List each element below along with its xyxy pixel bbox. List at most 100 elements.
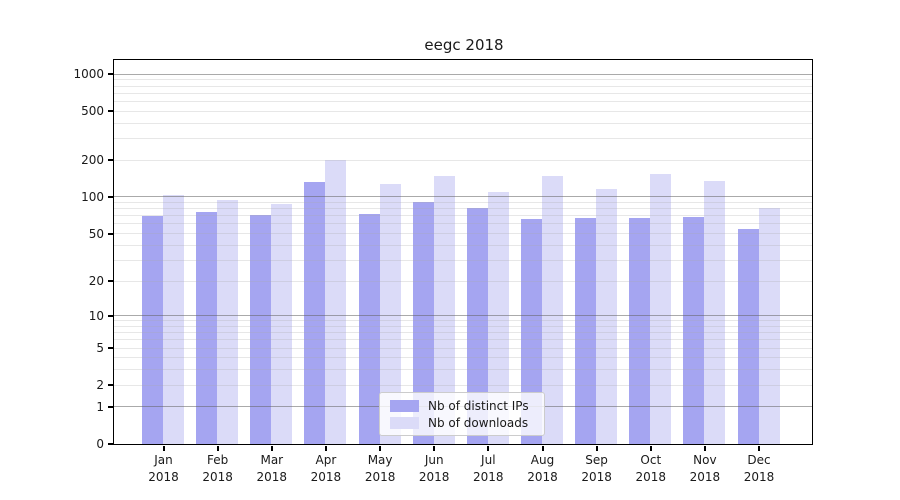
x-tick-label-jan: Jan 2018 [148,453,179,484]
gridline-minor [114,223,812,225]
y-tick-mark [108,110,114,113]
gridline-minor [114,369,812,371]
bar-downloads-apr [325,160,347,444]
gridline-minor [114,110,812,112]
bar-distinct-ips-may [358,213,380,444]
bar-distinct-ips-oct [629,217,651,444]
legend-label-downloads: Nb of downloads [428,415,529,430]
y-tick-label: 100 [81,189,104,204]
gridline-minor [114,85,812,87]
y-tick-mark [108,405,114,408]
bar-downloads-oct [650,173,672,444]
gridline-minor [114,159,812,161]
gridline-major [114,73,812,75]
gridline-minor [114,357,812,359]
x-tick-mark [324,446,327,451]
chart-title: eegc 2018 [424,36,504,54]
gridline-minor [114,325,812,327]
gridline-minor [114,122,812,124]
y-tick-label: 2 [96,378,104,393]
bar-distinct-ips-apr [304,182,326,444]
plot-area [113,59,813,445]
gridline-minor [114,347,812,349]
y-tick-mark [108,159,114,161]
x-tick-label-sep: Sep 2018 [581,453,612,484]
x-tick-label-dec: Dec 2018 [743,453,775,484]
bar-downloads-jan [163,195,184,444]
y-tick-mark [108,347,114,350]
gridline-minor [114,79,812,81]
y-tick-label: 5 [96,341,104,356]
bar-distinct-ips-nov [683,216,705,444]
gridline-minor [114,384,812,386]
gridline-minor [114,320,812,322]
x-tick-mark [487,446,490,451]
gridline-minor [114,332,812,334]
x-tick-mark [758,446,760,451]
y-tick-label: 1000 [73,67,104,81]
gridline-minor [114,208,812,210]
x-tick-mark [216,446,219,451]
bar-downloads-aug [541,175,563,444]
legend: Nb of distinct IPs Nb of downloads [379,392,545,436]
y-tick-label: 50 [88,226,104,241]
x-tick-label-nov: Nov 2018 [689,453,721,484]
gridline-minor [114,233,812,234]
x-tick-label-jun: Jun 2018 [418,453,450,484]
y-tick-label: 10 [88,308,104,323]
x-tick-label-aug: Aug 2018 [527,453,558,484]
x-tick-label-apr: Apr 2018 [310,453,342,484]
y-tick-mark [108,384,114,387]
x-tick-label-jul: Jul 2018 [473,453,504,484]
y-tick-mark [108,73,114,75]
gridline-minor [114,100,812,102]
bar-distinct-ips-dec [737,228,759,444]
gridline-minor [114,259,812,261]
y-tick-label: 500 [81,104,104,119]
gridline-minor [114,280,812,282]
y-tick-label: 0 [96,437,104,451]
bar-downloads-nov [704,180,726,444]
x-tick-label-feb: Feb 2018 [202,453,233,484]
bar-distinct-ips-jun [412,201,434,444]
x-tick-mark [541,446,544,451]
bar-downloads-dec [758,207,780,444]
bar-downloads-jun [433,176,455,444]
x-tick-mark [595,446,598,451]
bar-distinct-ips-feb [196,212,218,444]
y-tick-mark [108,443,114,445]
legend-label-distinct-ips: Nb of distinct IPs [428,398,529,413]
bar-distinct-ips-aug [520,219,542,444]
y-tick-label: 1 [96,399,104,414]
gridline-minor [114,202,812,203]
x-tick-mark [649,446,652,451]
x-tick-label-mar: Mar 2018 [256,453,288,484]
legend-swatch-downloads [390,416,419,429]
y-tick-mark [108,314,114,317]
bar-distinct-ips-jan [142,216,163,444]
x-tick-mark [703,446,706,451]
legend-item-distinct-ips: Nb of distinct IPs [390,398,536,414]
x-tick-mark [162,446,165,451]
gridline-minor [114,92,812,94]
y-tick-label: 20 [88,274,104,288]
x-tick-label-oct: Oct 2018 [635,453,667,484]
legend-swatch-distinct-ips [390,399,419,412]
gridline-minor [114,215,812,217]
y-tick-label: 200 [81,153,104,167]
legend-item-downloads: Nb of downloads [390,415,536,431]
bar-distinct-ips-sep [575,217,597,444]
gridline-minor [114,339,812,341]
y-tick-mark [108,232,114,235]
gridline-major [114,315,812,317]
bar-downloads-may [379,183,401,444]
y-tick-mark [108,195,114,198]
bar-downloads-jul [487,191,509,444]
bar-distinct-ips-mar [250,215,272,444]
gridline-minor [114,244,812,246]
x-tick-mark [270,446,273,451]
y-tick-mark [108,280,114,282]
x-tick-label-may: May 2018 [364,453,396,484]
x-tick-mark [379,446,382,451]
